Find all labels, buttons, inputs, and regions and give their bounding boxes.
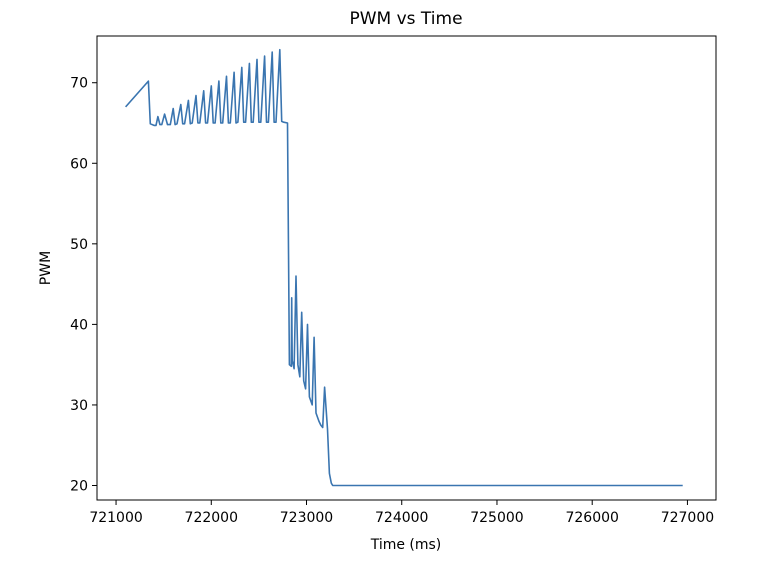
x-axis: 721000 722000 723000 724000 725000 726000 7270…	[89, 500, 714, 526]
y-tick-label: 50	[70, 237, 88, 253]
x-tick-label: 723000	[280, 510, 333, 526]
y-axis-label: PWM	[38, 251, 54, 285]
y-axis: 20 30 40 50 60 70	[70, 76, 97, 495]
y-tick-label: 30	[70, 398, 88, 414]
x-tick-label: 727000	[661, 510, 714, 526]
y-tick-label: 20	[70, 479, 88, 495]
x-tick-label: 724000	[375, 510, 428, 526]
x-axis-label: Time (ms)	[370, 537, 442, 553]
series-line-0	[125, 48, 683, 487]
plot-area	[96, 35, 717, 501]
plot-frame	[96, 35, 717, 501]
x-tick-label: 721000	[89, 510, 142, 526]
x-tick-label: 722000	[185, 510, 238, 526]
y-tick-label: 60	[70, 156, 88, 172]
y-tick-label: 70	[70, 76, 88, 92]
y-tick-label: 40	[70, 317, 88, 333]
x-tick-label: 726000	[565, 510, 618, 526]
x-tick-label: 725000	[470, 510, 523, 526]
chart-title: PWM vs Time	[349, 9, 462, 29]
